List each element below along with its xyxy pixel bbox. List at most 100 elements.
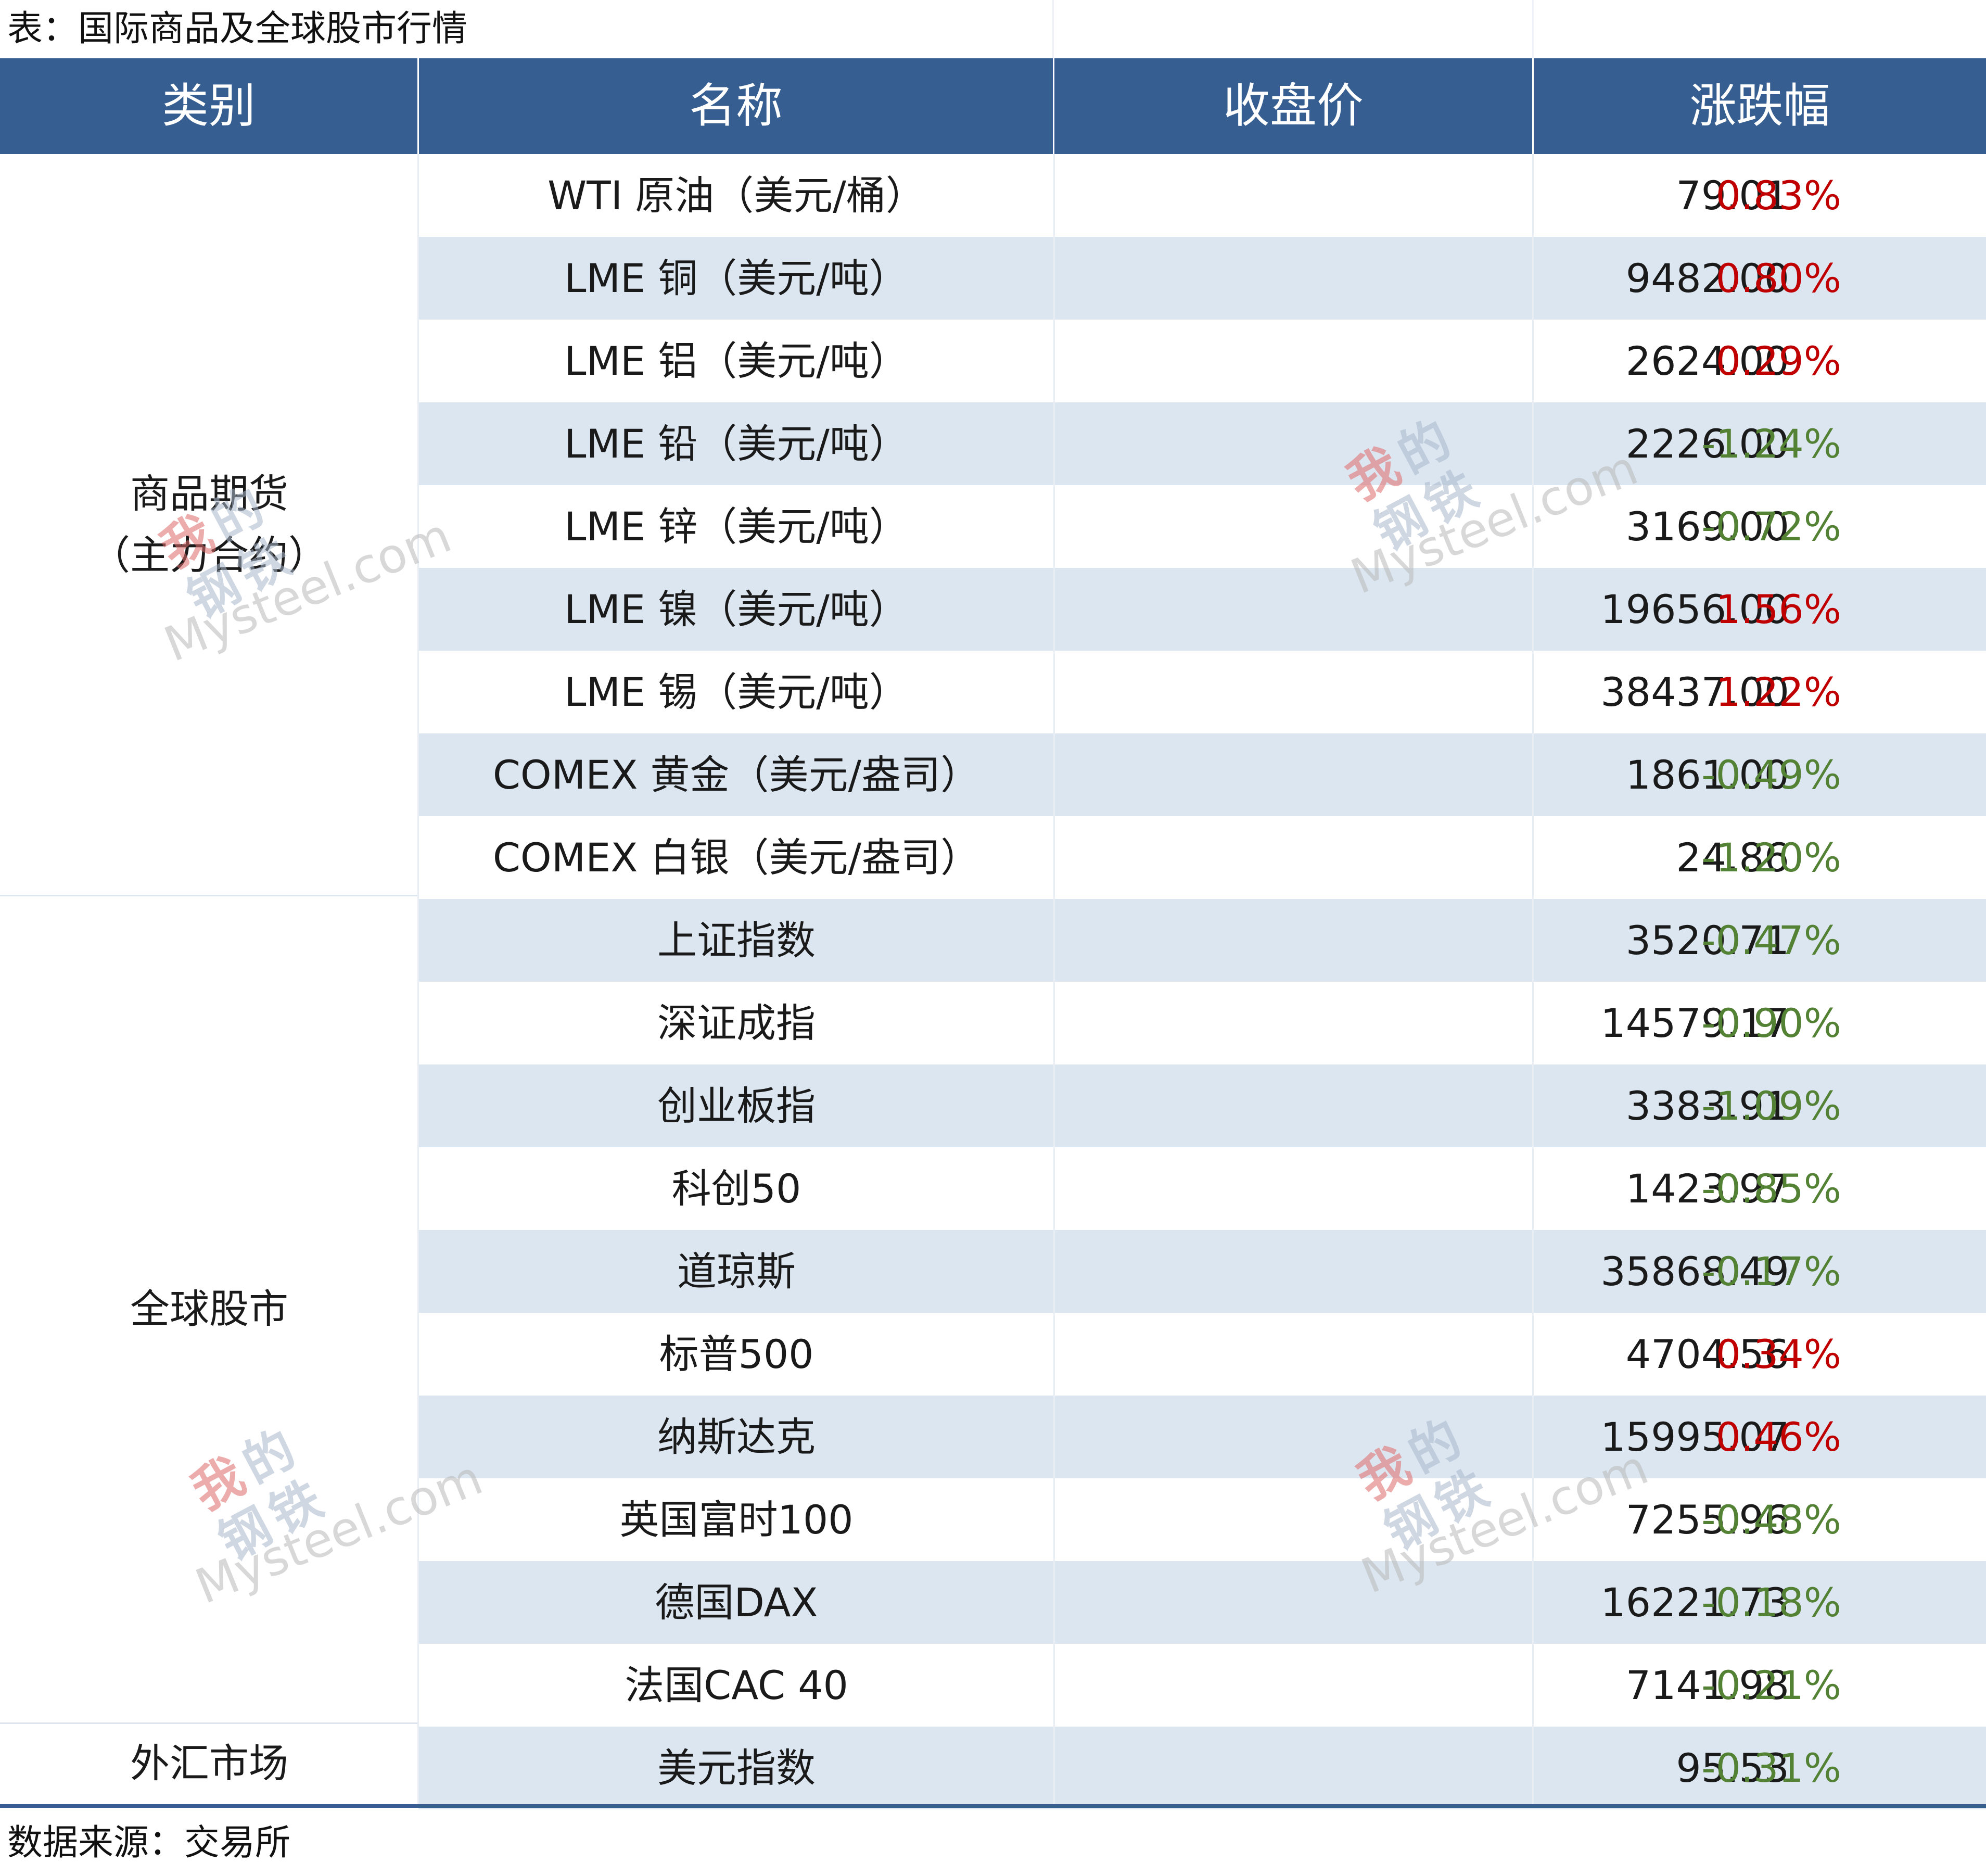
table-bottom-border (0, 1804, 1986, 1808)
change-percent: 1.22% (1715, 669, 1841, 715)
mysteel-watermark: 我 的 钢 铁 Mysteel.com (135, 477, 459, 673)
change-percent: -1.24% (1701, 421, 1841, 467)
change-percent: -0.85% (1701, 1165, 1841, 1212)
closing-price: 7141.98 (1625, 1662, 1789, 1708)
table-row: 英国富时100 7255.96 -0.48% (418, 1478, 1986, 1561)
table-row: 法国CAC 40 7141.98 -0.21% (418, 1644, 1986, 1727)
instrument-name: 德国DAX (655, 1579, 818, 1626)
instrument-name: LME 镍（美元/吨） (564, 586, 909, 632)
table-header: 类别 名称 收盘价 涨跌幅 (0, 58, 1986, 154)
instrument-name: 标普500 (659, 1331, 814, 1377)
instrument-name: 上证指数 (657, 917, 816, 964)
closing-price: 3520.71 (1625, 917, 1789, 964)
column-divider (417, 154, 419, 1804)
table-row: LME 铝（美元/吨） 2624.00 0.29% (418, 320, 1986, 402)
instrument-name: COMEX 白银（美元/盎司） (492, 834, 981, 881)
closing-price: 2624.00 (1625, 338, 1789, 384)
instrument-name: WTI 原油（美元/桶） (548, 172, 925, 219)
category-commodity-futures: 商品期货 （主力合约） (0, 154, 418, 895)
column-divider (1053, 154, 1055, 1804)
change-percent: 0.34% (1715, 1331, 1841, 1377)
category-label: 外汇市场 (130, 1740, 288, 1786)
instrument-name: LME 铜（美元/吨） (564, 255, 909, 301)
closing-price: 9482.00 (1625, 255, 1789, 301)
header-divider (1532, 58, 1534, 154)
change-percent: -1.20% (1701, 834, 1841, 881)
table-row: LME 铜（美元/吨） 9482.00 0.80% (418, 237, 1986, 320)
change-percent: 1.56% (1715, 586, 1841, 632)
change-percent: -0.47% (1701, 917, 1841, 964)
change-percent: -0.18% (1701, 1579, 1841, 1626)
top-guide-line (1052, 0, 1054, 58)
closing-price: 7255.96 (1625, 1497, 1789, 1543)
table-row: 科创50 1423.97 -0.85% (418, 1147, 1986, 1230)
change-percent: -0.17% (1701, 1248, 1841, 1295)
instrument-name: 英国富时100 (619, 1497, 854, 1543)
instrument-name: 法国CAC 40 (625, 1662, 848, 1708)
table-row: COMEX 白银（美元/盎司） 24.86 -1.20% (418, 816, 1986, 899)
closing-price: 95.53 (1676, 1745, 1789, 1791)
table-row: COMEX 黄金（美元/盎司） 1861.00 -0.49% (418, 733, 1986, 816)
change-percent: -1.09% (1701, 1083, 1841, 1129)
change-percent: 0.29% (1715, 338, 1841, 384)
header-divider (1053, 58, 1054, 154)
table-row: LME 锡（美元/吨） 38437.00 1.22% (418, 651, 1986, 733)
closing-price: 19656.00 (1600, 586, 1789, 632)
category-label: 全球股市 (130, 1286, 288, 1332)
change-percent: -0.90% (1701, 1000, 1841, 1046)
column-divider (1532, 154, 1534, 1804)
category-label: 商品期货 (130, 471, 288, 517)
category-divider (0, 1722, 418, 1724)
table-row: 上证指数 3520.71 -0.47% (418, 899, 1986, 982)
instrument-name: LME 铝（美元/吨） (564, 338, 909, 384)
table-row: WTI 原油（美元/桶） 79.01 0.83% (418, 154, 1986, 237)
instrument-name: 纳斯达克 (657, 1414, 816, 1460)
mysteel-watermark: 我 的 钢 铁 Mysteel.com (167, 1419, 490, 1615)
change-percent: -0.31% (1701, 1745, 1841, 1791)
change-percent: -0.21% (1701, 1662, 1841, 1708)
closing-price: 38437.00 (1600, 669, 1789, 715)
closing-price: 35868.49 (1600, 1248, 1789, 1295)
category-sublabel: （主力合约） (91, 532, 328, 578)
table-row: 纳斯达克 15995.07 0.46% (418, 1396, 1986, 1478)
change-percent: 0.80% (1715, 255, 1841, 301)
table-row: 美元指数 95.53 -0.31% (418, 1727, 1986, 1809)
instrument-name: 道琼斯 (677, 1248, 796, 1295)
change-percent: 0.46% (1715, 1414, 1841, 1460)
mysteel-watermark: 我 的 钢 铁 Mysteel.com (1322, 410, 1645, 605)
category-forex-market: 外汇市场 (0, 1723, 418, 1804)
closing-price: 16221.73 (1600, 1579, 1789, 1626)
header-category: 类别 (162, 79, 256, 133)
change-percent: -0.49% (1701, 752, 1841, 798)
instrument-name: 科创50 (671, 1165, 801, 1212)
table-row: 德国DAX 16221.73 -0.18% (418, 1561, 1986, 1644)
instrument-name: 美元指数 (657, 1745, 816, 1791)
header-divider (417, 58, 419, 154)
table-caption: 表：国际商品及全球股市行情 (7, 8, 468, 49)
instrument-name: 创业板指 (657, 1083, 816, 1129)
table-row: LME 锌（美元/吨） 3169.00 -0.72% (418, 485, 1986, 568)
instrument-name: LME 锡（美元/吨） (564, 669, 909, 715)
instrument-name: LME 铅（美元/吨） (564, 421, 909, 467)
instrument-name: COMEX 黄金（美元/盎司） (492, 752, 981, 798)
instrument-name: LME 锌（美元/吨） (564, 503, 909, 550)
table-row: 深证成指 14579.17 -0.90% (418, 982, 1986, 1064)
closing-price: 15995.07 (1600, 1414, 1789, 1460)
table-row: 标普500 4704.56 0.34% (418, 1313, 1986, 1396)
closing-price: 1861.00 (1625, 752, 1789, 798)
table-row: LME 镍（美元/吨） 19656.00 1.56% (418, 568, 1986, 651)
header-price: 收盘价 (1223, 79, 1364, 133)
change-percent: -0.72% (1701, 503, 1841, 550)
source-note: 数据来源：交易所 (7, 1822, 291, 1864)
table-row: LME 铅（美元/吨） 2226.00 -1.24% (418, 402, 1986, 485)
table-row: 创业板指 3383.91 -1.09% (418, 1064, 1986, 1147)
closing-price: 4704.56 (1625, 1331, 1789, 1377)
header-name: 名称 (689, 79, 783, 133)
closing-price: 2226.00 (1625, 421, 1789, 467)
closing-price: 24.86 (1676, 834, 1789, 881)
category-divider (0, 895, 418, 896)
closing-price: 1423.97 (1625, 1165, 1789, 1212)
header-change: 涨跌幅 (1689, 79, 1830, 133)
category-global-stocks: 全球股市 (0, 895, 418, 1723)
change-percent: -0.48% (1701, 1497, 1841, 1543)
